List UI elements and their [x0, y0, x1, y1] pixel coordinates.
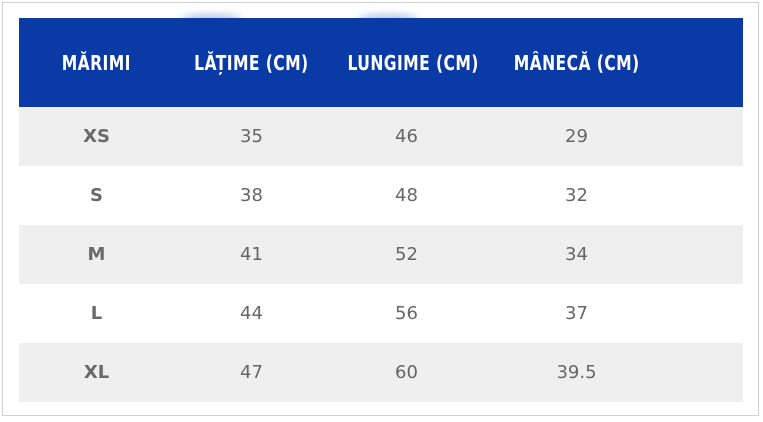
sleeve-cell: 32 [484, 166, 669, 225]
table-row: L 44 56 37 [19, 284, 743, 343]
table-row: XS 35 46 29 [19, 107, 743, 166]
header-sleeve: MÂNECĂ (CM) [484, 18, 669, 107]
width-cell: 44 [174, 284, 329, 343]
size-cell: XL [19, 343, 174, 402]
header-length: LUNGIME (CM) [329, 18, 484, 107]
size-cell: L [19, 284, 174, 343]
width-cell: 35 [174, 107, 329, 166]
spacer-cell [669, 225, 743, 284]
header-spacer [669, 18, 743, 107]
header-width: LĂȚIME (CM) [174, 18, 329, 107]
width-cell: 47 [174, 343, 329, 402]
length-cell: 56 [329, 284, 484, 343]
sleeve-cell: 37 [484, 284, 669, 343]
size-chart-frame: MĂRIMI LĂȚIME (CM) LUNGIME (CM) MÂNECĂ (… [2, 2, 759, 416]
spacer-cell [669, 166, 743, 225]
size-chart-table: MĂRIMI LĂȚIME (CM) LUNGIME (CM) MÂNECĂ (… [19, 18, 743, 402]
width-cell: 38 [174, 166, 329, 225]
length-cell: 48 [329, 166, 484, 225]
sleeve-cell: 29 [484, 107, 669, 166]
table-row: XL 47 60 39.5 [19, 343, 743, 402]
table-row: M 41 52 34 [19, 225, 743, 284]
sleeve-cell: 34 [484, 225, 669, 284]
length-cell: 60 [329, 343, 484, 402]
sleeve-cell: 39.5 [484, 343, 669, 402]
length-cell: 52 [329, 225, 484, 284]
size-cell: XS [19, 107, 174, 166]
length-cell: 46 [329, 107, 484, 166]
table-row: S 38 48 32 [19, 166, 743, 225]
size-cell: M [19, 225, 174, 284]
width-cell: 41 [174, 225, 329, 284]
header-size: MĂRIMI [19, 18, 174, 107]
header-row: MĂRIMI LĂȚIME (CM) LUNGIME (CM) MÂNECĂ (… [19, 18, 743, 107]
spacer-cell [669, 107, 743, 166]
size-cell: S [19, 166, 174, 225]
spacer-cell [669, 284, 743, 343]
spacer-cell [669, 343, 743, 402]
